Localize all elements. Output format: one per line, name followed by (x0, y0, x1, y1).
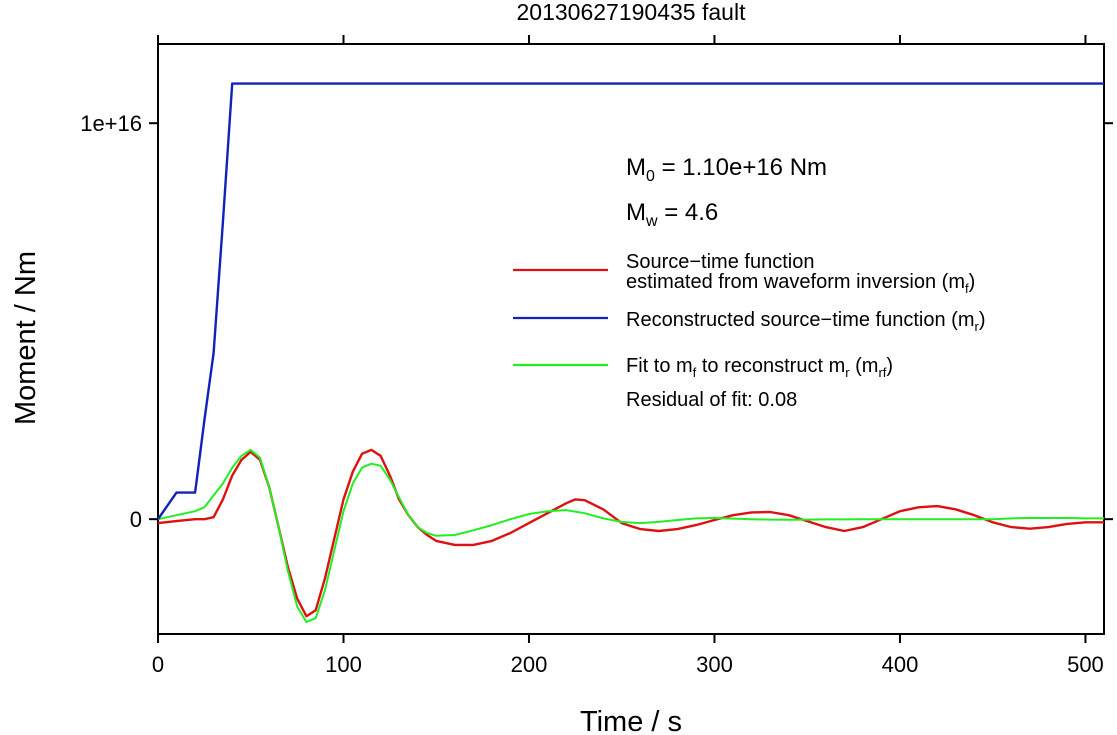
m0-subscript: 0 (646, 168, 655, 185)
legend-text-close-paren: ) (969, 271, 976, 293)
m0-value: = 1.10e+16 Nm (655, 154, 827, 181)
m0-annotation: M0 = 1.10e+16 Nm (626, 154, 827, 185)
mw-subscript: w (645, 213, 658, 230)
mw-value: = 4.6 (658, 199, 719, 226)
plot-border (157, 43, 1105, 635)
y-axis-label: Moment / Nm (10, 251, 42, 425)
series-fit-line (157, 448, 1104, 624)
plot-frame (157, 43, 1105, 635)
legend-text-reconstructed: Reconstructed source−time function (m (626, 309, 975, 331)
x-tick-label-100: 100 (325, 652, 362, 677)
x-tick-label-200: 200 (511, 652, 548, 677)
residual-annotation: Residual of fit: 0.08 (626, 389, 797, 411)
chart-title: 20130627190435 fault (517, 0, 747, 25)
y-tick-label-1e+16: 1e+16 (80, 111, 142, 136)
x-axis-label: Time / s (580, 706, 682, 735)
legend-text-close-paren-3: ) (886, 355, 893, 377)
legend: Source−time function estimated from wave… (513, 251, 986, 411)
legend-label-reconstructed: Reconstructed source−time function (mr) (626, 309, 986, 334)
m0-symbol: M (626, 154, 646, 181)
legend-subscript-r: r (975, 319, 980, 334)
legend-text-estimated: estimated from waveform inversion (m (626, 271, 965, 293)
legend-label-source-time-function-line2: estimated from waveform inversion (mf) (626, 271, 975, 296)
mw-annotation: Mw = 4.6 (626, 199, 718, 230)
series-source-time-function-line (157, 448, 1104, 618)
legend-label-fit: Fit to mf to reconstruct mr (mrf) (626, 355, 893, 380)
legend-text-fit-to: Fit to m (626, 355, 693, 377)
legend-subscript-r-2: r (845, 365, 850, 380)
legend-text-to-reconstruct: to reconstruct m (696, 355, 845, 377)
axis-ticks: 0 100 200 300 400 500 0 1e+16 (80, 35, 1113, 677)
x-tick-label-0: 0 (152, 652, 164, 677)
mw-symbol: M (626, 199, 646, 226)
legend-subscript-rf: rf (878, 365, 886, 380)
series-reconstructed-line (157, 82, 1104, 520)
y-tick-label-0: 0 (130, 507, 142, 532)
x-tick-label-500: 500 (1067, 652, 1104, 677)
legend-subscript-f: f (965, 281, 969, 296)
series-layer (157, 82, 1104, 624)
legend-label-source-time-function-line1: Source−time function (626, 251, 814, 273)
legend-text-m: (m (850, 355, 879, 377)
x-tick-label-400: 400 (882, 652, 919, 677)
legend-text-close-paren-2: ) (979, 309, 986, 331)
x-tick-label-300: 300 (696, 652, 733, 677)
legend-subscript-f-2: f (693, 365, 697, 380)
